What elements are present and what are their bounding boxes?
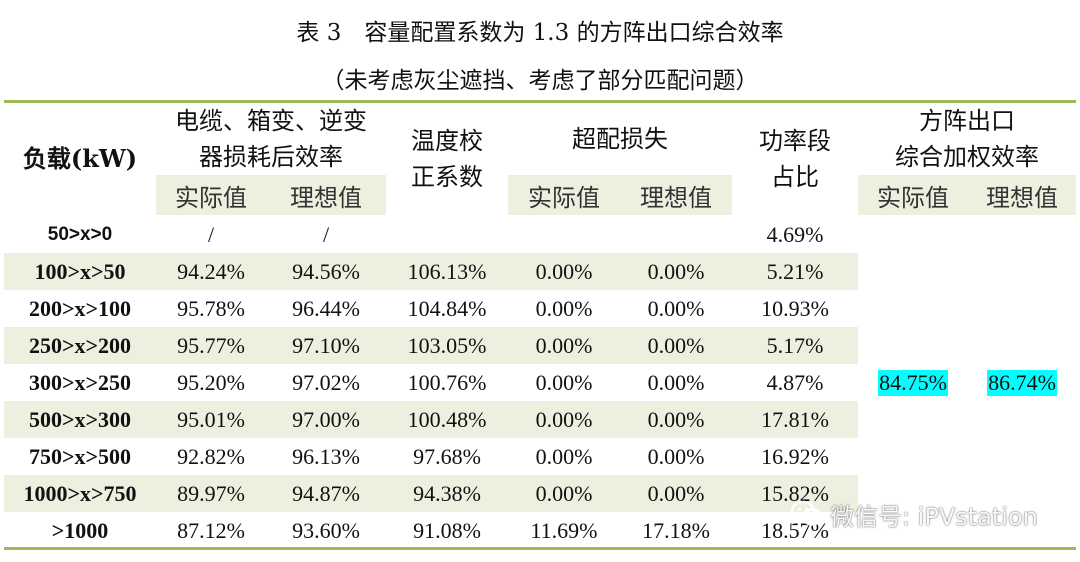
table-cell-over-ideal: 0.00% <box>647 295 705 321</box>
table-cell-load: 1000>x>750 <box>23 480 137 506</box>
table-cell-temp: 91.08% <box>413 517 481 543</box>
table-cell-over-ideal: 0.00% <box>647 258 705 284</box>
row-band <box>4 253 858 290</box>
row-band <box>4 401 858 438</box>
table-cell-eff-actual: 95.77% <box>177 332 245 358</box>
table-cell-eff-actual: 95.01% <box>177 406 245 432</box>
table-cell-temp: 94.38% <box>413 480 481 506</box>
table-cell-temp: 104.84% <box>407 295 487 321</box>
table-cell-over-actual: 0.00% <box>535 258 593 284</box>
subheader-weighted-ideal: 理想值 <box>986 183 1058 212</box>
table-cell-eff-ideal: 94.56% <box>292 258 360 284</box>
weighted-ideal-value: 86.74% <box>987 369 1057 396</box>
table-cell-eff-actual: 92.82% <box>177 443 245 469</box>
table-cell-over-actual: 0.00% <box>535 406 593 432</box>
table-cell-share: 10.93% <box>761 295 829 321</box>
table-cell-temp: 100.76% <box>407 369 487 395</box>
row-band <box>4 327 858 364</box>
table-cell-temp: 103.05% <box>407 332 487 358</box>
table-cell-over-actual: 11.69% <box>530 517 598 543</box>
table-cell-eff-ideal: 94.87% <box>292 480 360 506</box>
subheader-weighted-actual: 实际值 <box>877 183 949 212</box>
table-cell-over-ideal: 17.18% <box>642 517 710 543</box>
watermark-text: 微信号: iPVstation <box>830 502 1038 531</box>
header-band-overload <box>508 175 732 215</box>
table-cell-over-actual: 0.00% <box>535 369 593 395</box>
table-cell-over-actual: 0.00% <box>535 480 593 506</box>
table-cell-eff-actual: 95.20% <box>177 369 245 395</box>
table-bottom-rule <box>4 547 1076 550</box>
subheader-eff-actual: 实际值 <box>175 183 247 212</box>
table-cell-eff-ideal: 93.60% <box>292 517 360 543</box>
table-cell-eff-ideal: 96.13% <box>292 443 360 469</box>
table-cell-eff-ideal: / <box>322 221 330 247</box>
table-cell-share: 5.17% <box>766 332 824 358</box>
table-cell-over-ideal: 0.00% <box>647 480 705 506</box>
table-cell-over-actual: 0.00% <box>535 443 593 469</box>
table-cell-load: 50>x>0 <box>47 223 113 245</box>
header-band-weighted <box>858 175 1076 215</box>
table-cell-over-actual: 0.00% <box>535 332 593 358</box>
header-efficiency: 电缆、箱变、逆变 器损耗后效率 <box>175 107 367 171</box>
header-temperature: 温度校 正系数 <box>411 127 483 191</box>
table-cell-eff-ideal: 97.02% <box>292 369 360 395</box>
watermark: 微信号: iPVstation <box>790 498 1038 531</box>
weighted-actual-value: 84.75% <box>878 369 948 396</box>
table-cell-temp: 97.68% <box>413 443 481 469</box>
subheader-over-actual: 实际值 <box>528 183 600 212</box>
table-cell-eff-ideal: 97.10% <box>292 332 360 358</box>
subheader-eff-ideal: 理想值 <box>290 183 362 212</box>
table-cell-share: 17.81% <box>761 406 829 432</box>
header-band-efficiency <box>156 175 386 215</box>
table-cell-share: 4.87% <box>766 369 824 395</box>
table-cell-over-ideal: 0.00% <box>647 332 705 358</box>
table-cell-load: 100>x>50 <box>34 258 126 284</box>
table-cell-load: 200>x>100 <box>28 295 132 321</box>
table-cell-over-actual <box>508 216 620 253</box>
row-band <box>4 475 858 512</box>
weighted-ideal-cell: 86.74% <box>968 364 1076 401</box>
table-cell-over-actual: 0.00% <box>535 295 593 321</box>
header-weighted: 方阵出口 综合加权效率 <box>895 107 1039 171</box>
table-subtitle: （未考虑灰尘遮挡、考虑了部分匹配问题） <box>321 68 759 94</box>
table-title: 表 3 容量配置系数为 1.3 的方阵出口综合效率 <box>296 20 784 46</box>
header-power-share: 功率段 占比 <box>759 127 831 191</box>
table-cell-over-ideal <box>620 216 732 253</box>
table-cell-load: 500>x>300 <box>28 406 132 432</box>
table-cell-eff-actual: 94.24% <box>177 258 245 284</box>
header-overload: 超配损失 <box>572 125 668 153</box>
table-cell-eff-actual: / <box>207 221 215 247</box>
table-cell-load: 750>x>500 <box>28 443 132 469</box>
table-cell-temp: 106.13% <box>407 258 487 284</box>
table-cell-load: 250>x>200 <box>28 332 132 358</box>
weighted-actual-cell: 84.75% <box>858 364 968 401</box>
table-cell-eff-actual: 95.78% <box>177 295 245 321</box>
table-cell-share: 16.92% <box>761 443 829 469</box>
header-load: 负载(kW) <box>22 144 138 173</box>
table-top-rule <box>4 100 1076 103</box>
table-cell-temp <box>386 216 508 253</box>
table-cell-eff-actual: 89.97% <box>177 480 245 506</box>
subheader-over-ideal: 理想值 <box>640 183 712 212</box>
wechat-icon <box>790 500 823 526</box>
table-cell-eff-ideal: 97.00% <box>292 406 360 432</box>
table-cell-over-ideal: 0.00% <box>647 369 705 395</box>
table-cell-load: >1000 <box>51 517 109 543</box>
table-cell-share: 4.69% <box>766 221 824 247</box>
table-cell-over-ideal: 0.00% <box>647 406 705 432</box>
table-cell-load: 300>x>250 <box>28 369 132 395</box>
table-cell-share: 15.82% <box>761 480 829 506</box>
table-cell-eff-ideal: 96.44% <box>292 295 360 321</box>
table-cell-share: 5.21% <box>766 258 824 284</box>
table-cell-temp: 100.48% <box>407 406 487 432</box>
table-cell-over-ideal: 0.00% <box>647 443 705 469</box>
table-cell-eff-actual: 87.12% <box>177 517 245 543</box>
